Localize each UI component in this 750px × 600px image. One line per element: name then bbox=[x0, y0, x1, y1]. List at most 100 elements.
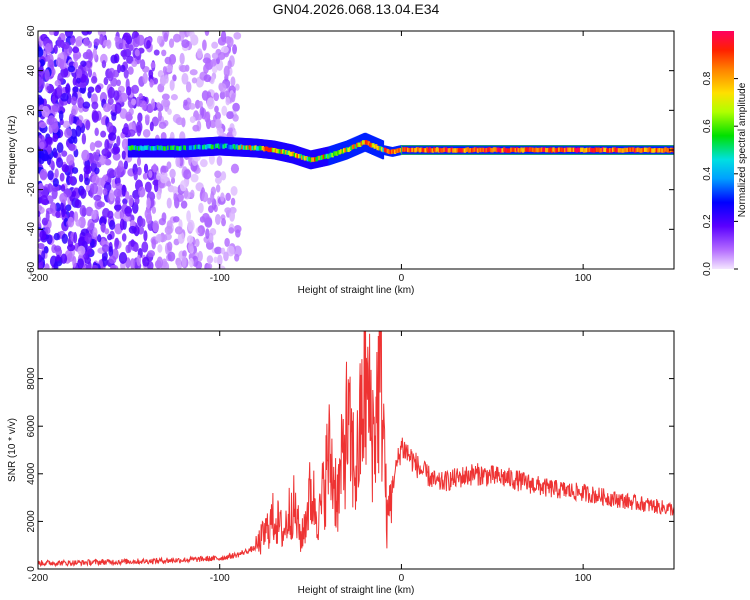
heatmap-noise-blob bbox=[156, 172, 162, 181]
heatmap-ridge-cell bbox=[635, 147, 638, 153]
heatmap-ridge-cell bbox=[225, 143, 228, 149]
heatmap-noise-blob bbox=[93, 194, 102, 201]
heatmap-noise-blob bbox=[75, 35, 84, 46]
heatmap-noise-blob bbox=[81, 31, 90, 36]
heatmap-ridge-cell bbox=[380, 147, 384, 152]
heatmap-ridge-cell bbox=[148, 145, 151, 151]
heatmap-noise-blob bbox=[217, 254, 223, 266]
heatmap-noise-blob bbox=[97, 31, 107, 37]
heatmap-ridge-cell bbox=[517, 148, 520, 153]
snr-ytick-label: 6000 bbox=[26, 415, 37, 438]
heatmap-ridge-cell bbox=[283, 150, 286, 155]
heatmap-noise-blob bbox=[221, 105, 228, 116]
heatmap-noise-blob bbox=[75, 125, 82, 137]
snr-ylabel: SNR (10 * v/v) bbox=[7, 418, 18, 482]
heatmap-ridge-cell bbox=[190, 145, 193, 150]
heatmap-noise-blob bbox=[123, 123, 129, 134]
heatmap-ridge-cell bbox=[152, 146, 155, 151]
heatmap-ridge-cell bbox=[450, 147, 453, 152]
heatmap-noise-blob bbox=[168, 53, 177, 65]
heatmap-ridge-cell bbox=[358, 142, 362, 147]
heatmap-noise-blob bbox=[81, 133, 87, 145]
heatmap-ridge-cell bbox=[460, 148, 464, 153]
heatmap-noise-blob bbox=[84, 232, 92, 245]
heatmap-noise-blob bbox=[38, 243, 45, 250]
heatmap-ridge-cell bbox=[537, 147, 541, 153]
heatmap-ridge-cell bbox=[245, 145, 249, 150]
heatmap-noise-blob bbox=[163, 32, 169, 43]
heatmap-noise-blob bbox=[39, 58, 45, 67]
heatmap-ridge-cell bbox=[324, 154, 327, 159]
heatmap-ridge-cell bbox=[244, 145, 247, 150]
heatmap-noise-blob bbox=[91, 110, 100, 123]
snr-frame bbox=[37, 330, 675, 570]
heatmap-ridge-cell bbox=[159, 145, 163, 150]
heatmap-ridge-cell bbox=[257, 146, 260, 151]
heatmap-noise-blob bbox=[203, 64, 209, 74]
heatmap-noise-blob bbox=[144, 114, 150, 121]
heatmap-noise-blob bbox=[57, 36, 62, 48]
heatmap-ridge-cell bbox=[302, 155, 305, 160]
heatmap-noise-blob bbox=[187, 219, 195, 232]
heatmap-noise-blob bbox=[41, 250, 46, 261]
heatmap-ridge-cell bbox=[357, 142, 360, 147]
spec-xtick-label: -200 bbox=[28, 273, 48, 284]
heatmap-noise-blob bbox=[134, 196, 140, 205]
heatmap-ridge-cell bbox=[619, 148, 622, 153]
heatmap-noise-blob bbox=[38, 204, 43, 212]
heatmap-noise-blob bbox=[226, 36, 234, 48]
heatmap-noise-blob bbox=[89, 142, 96, 152]
heatmap-noise-blob bbox=[82, 101, 91, 109]
heatmap-ridge-cell bbox=[431, 148, 435, 153]
heatmap-ridge-cell bbox=[553, 148, 557, 153]
heatmap-noise-blob bbox=[195, 114, 203, 121]
heatmap-ridge-cell bbox=[473, 147, 477, 152]
heatmap-ridge-cell bbox=[293, 152, 296, 158]
heatmap-noise-blob bbox=[114, 237, 120, 247]
heatmap-noise-blob bbox=[52, 133, 59, 143]
heatmap-ridge-cell bbox=[623, 147, 626, 153]
heatmap-ridge-cell bbox=[475, 147, 478, 152]
heatmap-ridge-cell bbox=[207, 143, 211, 149]
heatmap-ridge-cell bbox=[194, 144, 198, 150]
heatmap-ridge-cell bbox=[393, 149, 397, 155]
heatmap-noise-blob bbox=[72, 46, 80, 54]
heatmap-noise-blob bbox=[65, 83, 71, 95]
heatmap-ridge-cell bbox=[215, 143, 218, 149]
heatmap-noise-blob bbox=[87, 86, 95, 93]
heatmap-ridge-cell bbox=[201, 145, 205, 150]
heatmap-ridge-cell bbox=[406, 147, 410, 153]
heatmap-noise-blob bbox=[165, 65, 173, 73]
heatmap-noise-blob bbox=[203, 74, 212, 83]
heatmap-noise-blob bbox=[187, 242, 194, 252]
heatmap-noise-blob bbox=[100, 222, 106, 233]
heatmap-ridge-cell bbox=[281, 149, 285, 154]
heatmap-ridge-cell bbox=[132, 145, 135, 150]
heatmap-ridge-cell bbox=[539, 147, 542, 153]
heatmap-noise-blob bbox=[136, 166, 142, 176]
heatmap-noise-blob bbox=[38, 61, 41, 68]
heatmap-ridge-cell bbox=[658, 148, 661, 153]
heatmap-ridge-cell bbox=[309, 157, 312, 163]
heatmap-ridge-cell bbox=[652, 148, 656, 153]
heatmap-ridge-cell bbox=[457, 148, 461, 153]
heatmap-ridge-cell bbox=[636, 147, 640, 152]
heatmap-noise-blob bbox=[47, 170, 54, 181]
heatmap-ridge-cell bbox=[614, 148, 618, 153]
heatmap-noise-blob bbox=[204, 111, 211, 123]
heatmap-ridge-cell bbox=[316, 156, 320, 161]
heatmap-ridge-cell bbox=[217, 144, 221, 149]
heatmap-noise-blob bbox=[91, 264, 98, 269]
heatmap-noise-blob bbox=[220, 192, 225, 202]
heatmap-noise-blob bbox=[85, 49, 93, 60]
heatmap-noise-blob bbox=[197, 250, 203, 262]
heatmap-noise-blob bbox=[79, 205, 87, 217]
heatmap-noise-blob bbox=[152, 220, 160, 233]
heatmap-ridge-cell bbox=[443, 147, 446, 152]
spectrogram-ylabel: Frequency (Hz) bbox=[7, 116, 18, 185]
heatmap-ridge-cell bbox=[299, 153, 302, 159]
heatmap-noise-blob bbox=[48, 31, 55, 36]
heatmap-noise-blob bbox=[123, 215, 131, 222]
heatmap-ridge-cell bbox=[209, 144, 212, 149]
heatmap-ridge-cell bbox=[367, 141, 371, 146]
